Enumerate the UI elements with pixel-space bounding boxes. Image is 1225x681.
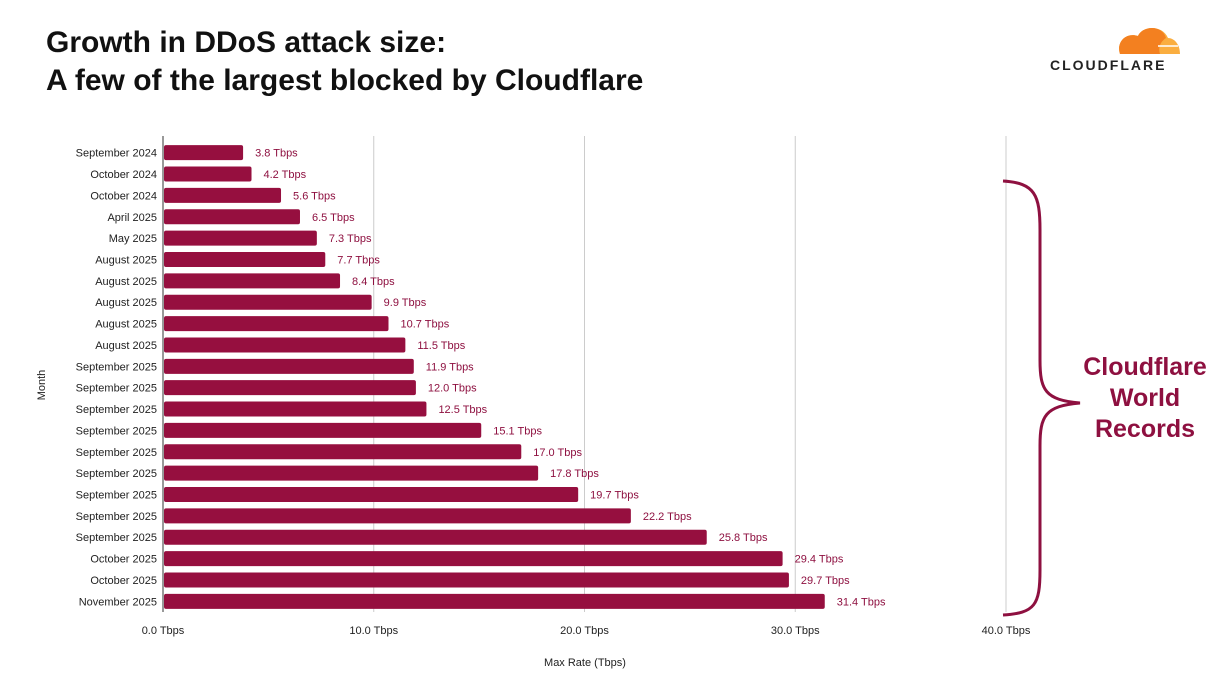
x-tick-label: 0.0 Tbps	[142, 625, 185, 637]
bar	[164, 187, 282, 203]
y-tick-label: May 2025	[109, 233, 157, 245]
cloud-icon	[1119, 28, 1180, 54]
bar	[164, 593, 825, 609]
bar	[164, 487, 579, 502]
bar	[164, 465, 539, 481]
title-line-1: Growth in DDoS attack size:	[46, 26, 447, 59]
bar	[164, 401, 427, 417]
data-label: 10.7 Tbps	[401, 319, 450, 331]
annotation-line: Records	[1094, 415, 1196, 443]
data-label: 12.5 Tbps	[438, 404, 487, 416]
y-tick-label: August 2025	[95, 340, 157, 352]
y-tick-label: September 2025	[76, 361, 157, 373]
bar	[164, 252, 326, 267]
data-label: 31.4 Tbps	[837, 596, 886, 608]
data-label: 22.2 Tbps	[643, 511, 692, 523]
y-tick-label: September 2025	[76, 468, 157, 480]
bar	[164, 316, 389, 332]
y-tick-label: October 2025	[90, 575, 157, 587]
bar	[164, 422, 482, 438]
data-label: 11.5 Tbps	[417, 340, 465, 352]
x-tick-label: 30.0 Tbps	[771, 625, 820, 637]
data-label: 17.0 Tbps	[533, 447, 582, 459]
data-label: 12.0 Tbps	[428, 383, 477, 395]
annotation-line: Cloudflare	[1083, 353, 1207, 381]
bar	[164, 294, 372, 310]
y-tick-label: October 2024	[90, 190, 157, 202]
cloudflare-logo: CLOUDFLARE	[1050, 24, 1185, 74]
data-label: 17.8 Tbps	[550, 468, 599, 480]
data-label: 25.8 Tbps	[719, 532, 768, 544]
y-tick-label: September 2025	[76, 490, 157, 502]
y-tick-label: August 2025	[95, 255, 157, 267]
data-label: 7.3 Tbps	[329, 233, 372, 245]
bar	[164, 337, 406, 353]
y-tick-label: September 2024	[76, 148, 157, 160]
curly-brace	[1002, 179, 1081, 617]
y-axis-title: Month	[36, 370, 48, 401]
data-label: 7.7 Tbps	[337, 255, 380, 267]
annotation-line: World	[1109, 384, 1181, 412]
bar	[164, 358, 414, 374]
data-label: 29.7 Tbps	[801, 575, 850, 587]
y-tick-label: August 2025	[95, 319, 157, 331]
data-label: 8.4 Tbps	[352, 276, 395, 288]
y-tick-label: October 2024	[90, 169, 157, 181]
y-tick-label: August 2025	[95, 276, 157, 288]
x-tick-label: 20.0 Tbps	[560, 625, 609, 637]
bar	[164, 273, 341, 289]
bar	[164, 209, 300, 225]
bar	[164, 444, 522, 460]
data-label: 6.5 Tbps	[312, 212, 355, 224]
data-label: 19.7 Tbps	[590, 490, 639, 502]
data-label: 11.9 Tbps	[426, 361, 474, 373]
y-tick-label: September 2025	[76, 425, 157, 437]
y-tick-label: August 2025	[95, 297, 157, 309]
x-axis-title: Max Rate (Tbps)	[544, 657, 626, 669]
title-line-2: A few of the largest blocked by Cloudfla…	[46, 64, 644, 97]
logo-text: CLOUDFLARE	[1050, 57, 1167, 73]
bar	[164, 508, 631, 524]
data-label: 3.8 Tbps	[255, 148, 298, 160]
bar	[164, 166, 252, 182]
x-tick-label: 10.0 Tbps	[349, 625, 398, 637]
chart-title: Growth in DDoS attack size: A few of the…	[46, 24, 643, 100]
bar	[164, 529, 707, 545]
y-tick-label: September 2025	[76, 404, 157, 416]
bar	[164, 230, 317, 246]
data-label: 5.6 Tbps	[293, 190, 336, 202]
bar	[164, 551, 783, 567]
y-tick-label: April 2025	[107, 212, 157, 224]
y-tick-label: September 2025	[76, 511, 157, 523]
x-tick-label: 40.0 Tbps	[982, 625, 1031, 637]
bar	[164, 380, 416, 396]
y-tick-label: September 2025	[76, 447, 157, 459]
world-records-annotation: Cloudflare World Records	[1070, 352, 1220, 445]
y-tick-label: September 2025	[76, 383, 157, 395]
data-label: 4.2 Tbps	[264, 169, 307, 181]
y-tick-label: October 2025	[90, 554, 157, 566]
data-label: 29.4 Tbps	[795, 554, 844, 566]
data-label: 9.9 Tbps	[384, 297, 427, 309]
y-tick-label: November 2025	[79, 596, 157, 608]
data-label: 15.1 Tbps	[493, 425, 542, 437]
y-tick-label: September 2025	[76, 532, 157, 544]
bar	[164, 572, 789, 588]
bar	[164, 145, 244, 161]
